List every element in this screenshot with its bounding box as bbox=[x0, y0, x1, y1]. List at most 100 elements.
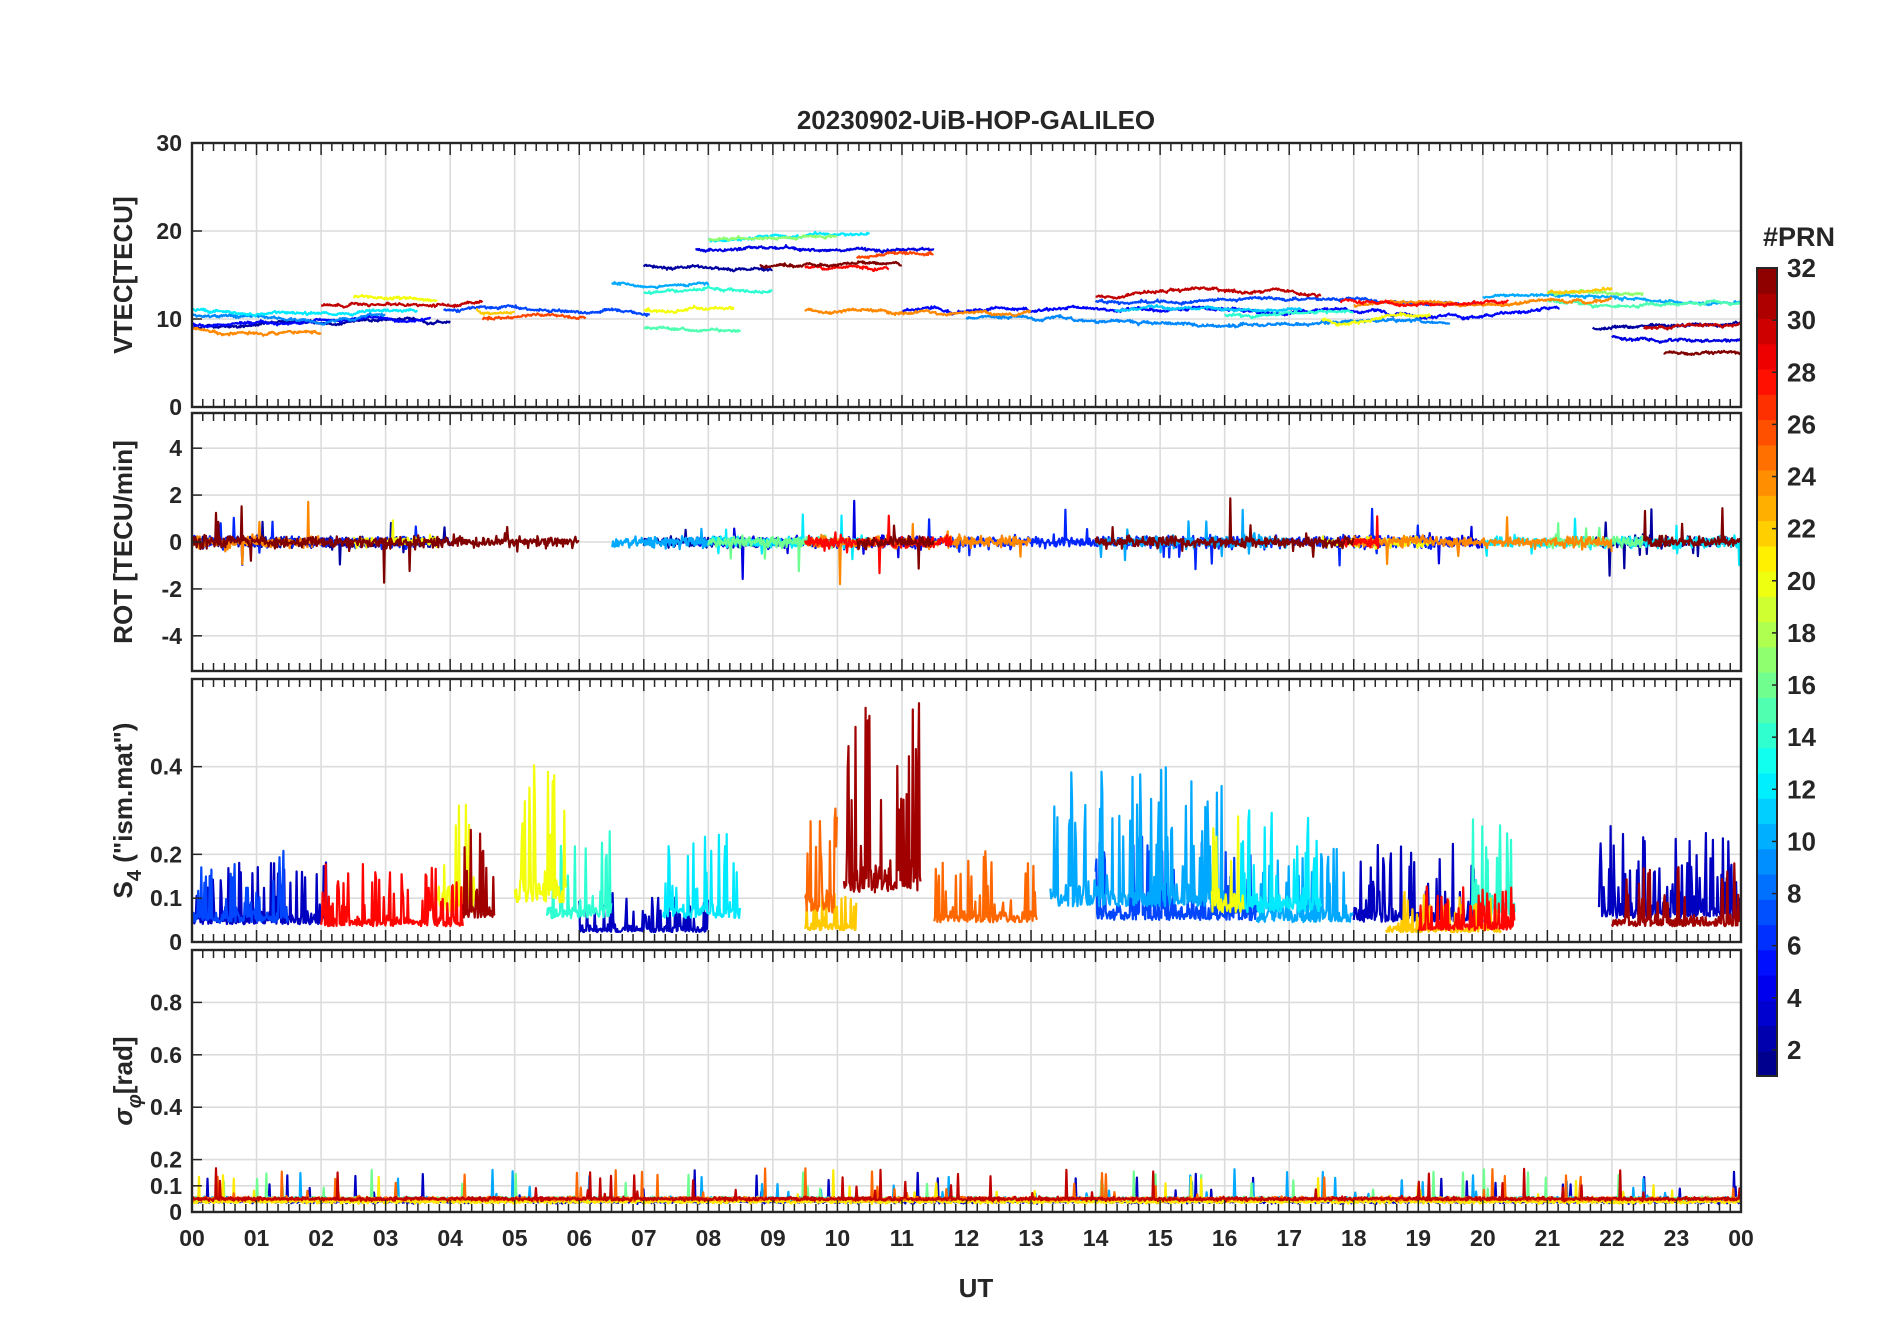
colorbar-swatch bbox=[1757, 874, 1777, 900]
colorbar-tick-label: 28 bbox=[1787, 357, 1816, 387]
colorbar-tick-label: 2 bbox=[1787, 1035, 1801, 1065]
y-tick-label: 10 bbox=[156, 306, 182, 332]
y-tick-label: 0 bbox=[169, 1199, 182, 1225]
colorbar-swatch bbox=[1757, 318, 1777, 345]
colorbar-swatch bbox=[1757, 268, 1777, 294]
y-axis-title-main: S bbox=[108, 881, 138, 898]
panel-minor-ticks bbox=[191, 413, 1742, 671]
series-line-prn-31 bbox=[1610, 862, 1741, 928]
series-line-prn-10 bbox=[611, 281, 710, 290]
colorbar-swatch bbox=[1757, 394, 1777, 421]
x-tick-label: 10 bbox=[825, 1225, 851, 1251]
x-tick-label: 18 bbox=[1341, 1225, 1367, 1251]
x-tick-label: 02 bbox=[308, 1225, 334, 1251]
colorbar-swatch bbox=[1757, 798, 1777, 825]
x-tick-label: 19 bbox=[1405, 1225, 1431, 1251]
y-tick-label: -4 bbox=[162, 623, 183, 649]
panel-rot: -4 -2 0 2 4 ROT [TECU/min] bbox=[108, 411, 1743, 673]
panel-series bbox=[192, 497, 1741, 586]
colorbar-swatch bbox=[1757, 520, 1777, 547]
series-line-prn-22 bbox=[1546, 286, 1613, 295]
series-line-prn-20 bbox=[352, 293, 438, 303]
series-line-prn-30 bbox=[1643, 321, 1741, 331]
x-tick-label: 13 bbox=[1018, 1225, 1044, 1251]
series-line-prn-20 bbox=[1321, 311, 1432, 327]
series-line-prn-10 bbox=[1049, 766, 1225, 908]
colorbar-tick-label: 26 bbox=[1787, 409, 1816, 439]
colorbar-tick-label: 8 bbox=[1787, 879, 1801, 909]
y-tick-label: 0.2 bbox=[150, 1147, 182, 1173]
y-tick-label: -2 bbox=[162, 576, 182, 602]
colorbar-swatch bbox=[1757, 419, 1777, 446]
colorbar-tick-label: 32 bbox=[1787, 253, 1816, 283]
series-line-prn-26 bbox=[481, 312, 587, 321]
x-tick-label: 15 bbox=[1147, 1225, 1173, 1251]
series-line-prn-32 bbox=[855, 524, 935, 570]
x-tick-label: 06 bbox=[566, 1225, 592, 1251]
x-tick-label: 16 bbox=[1212, 1225, 1238, 1251]
y-axis-title-rot: ROT [TECU/min] bbox=[108, 440, 138, 644]
series-line-prn-10 bbox=[611, 527, 710, 551]
series-line-prn-14 bbox=[1223, 309, 1354, 320]
y-axis-title-sub: φ bbox=[124, 1094, 146, 1108]
colorbar-swatch bbox=[1757, 924, 1777, 951]
series-line-prn-30 bbox=[320, 299, 484, 309]
colorbar-swatch bbox=[1757, 470, 1777, 496]
series-line-prn-14 bbox=[545, 830, 613, 920]
colorbar-swatch bbox=[1757, 596, 1777, 623]
y-axis-title-rest: ("ism.mat") bbox=[108, 723, 138, 870]
series-line-prn-25 bbox=[933, 850, 1039, 924]
panel-minor-ticks bbox=[191, 143, 1742, 407]
colorbar-tick-label: 24 bbox=[1787, 462, 1816, 492]
series-line-prn-10 bbox=[1255, 847, 1354, 924]
colorbar-tick-label: 4 bbox=[1787, 983, 1802, 1013]
series-line-prn-3 bbox=[1597, 824, 1741, 920]
series-line-prn-20 bbox=[513, 764, 567, 904]
series-line-prn-22 bbox=[475, 308, 516, 316]
x-tick-label: 20 bbox=[1470, 1225, 1496, 1251]
series-line-prn-15 bbox=[643, 325, 741, 333]
x-tick-label: 01 bbox=[244, 1225, 270, 1251]
series-line-prn-25 bbox=[804, 807, 838, 914]
colorbar-swatch bbox=[1757, 848, 1777, 875]
y-tick-label: 30 bbox=[156, 130, 182, 156]
colorbar-tick-label: 12 bbox=[1787, 774, 1816, 804]
series-line-prn-24 bbox=[1352, 516, 1613, 566]
colorbar-swatch bbox=[1757, 672, 1777, 698]
series-line-prn-20 bbox=[436, 803, 484, 913]
colorbar-swatch bbox=[1757, 646, 1777, 673]
x-tick-label: 03 bbox=[373, 1225, 399, 1251]
colorbar-swatch bbox=[1757, 293, 1777, 320]
colorbar-swatch bbox=[1757, 571, 1777, 597]
y-axis-title-sub: 4 bbox=[124, 869, 146, 881]
series-line-prn-17 bbox=[707, 234, 838, 242]
series-line-prn-15 bbox=[1546, 298, 1741, 309]
colorbar-tick-label: 30 bbox=[1787, 305, 1816, 335]
series-line-prn-11 bbox=[1114, 303, 1303, 313]
panel-sigphi: 00.10.20.40.60.8σφ[rad] bbox=[108, 948, 1743, 1225]
series-line-prn-30 bbox=[192, 1167, 1741, 1203]
y-tick-label: 0.8 bbox=[150, 989, 182, 1015]
x-tick-label: 07 bbox=[631, 1225, 657, 1251]
colorbar-frame bbox=[1756, 267, 1778, 1077]
y-axis-title-main: σ bbox=[108, 1107, 138, 1126]
series-line-prn-32 bbox=[1094, 497, 1355, 558]
series-line-prn-28 bbox=[1417, 885, 1516, 932]
x-tick-label: 22 bbox=[1599, 1225, 1625, 1251]
panel-minor-ticks bbox=[191, 950, 1742, 1212]
colorbar-swatch bbox=[1757, 1050, 1777, 1077]
colorbar-tick-label: 14 bbox=[1787, 722, 1816, 752]
colorbar-swatch bbox=[1757, 975, 1777, 1001]
y-tick-label: 0.4 bbox=[150, 754, 182, 780]
series-line-prn-12 bbox=[1236, 809, 1323, 914]
series-line-prn-26 bbox=[855, 250, 934, 260]
colorbar-swatch bbox=[1757, 899, 1777, 926]
y-tick-label: 0 bbox=[169, 394, 182, 420]
colorbar-swatch bbox=[1757, 949, 1777, 976]
x-tick-label: 09 bbox=[760, 1225, 786, 1251]
x-tick-label: 17 bbox=[1276, 1225, 1302, 1251]
colorbar-swatch bbox=[1757, 369, 1777, 395]
series-line-prn-20 bbox=[1210, 815, 1245, 914]
